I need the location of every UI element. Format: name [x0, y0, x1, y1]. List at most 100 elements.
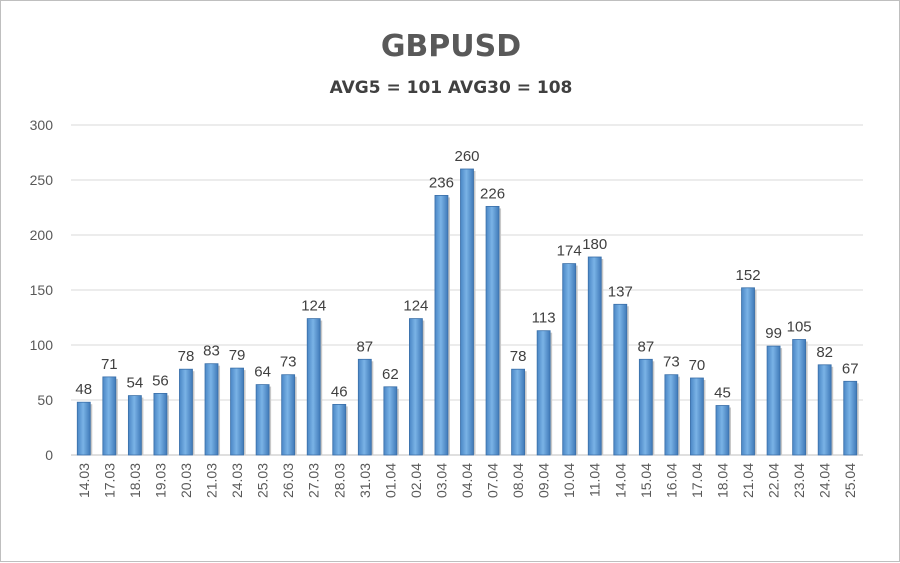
data-label: 79	[229, 347, 246, 364]
bar	[843, 380, 858, 456]
bar	[460, 168, 474, 456]
data-label: 180	[582, 236, 607, 253]
x-tick-label: 02.04	[408, 463, 424, 498]
x-tick-label: 04.04	[459, 463, 475, 498]
bar	[562, 263, 577, 456]
bar	[357, 358, 372, 456]
y-axis-ticks: 0 50 100 150 200 250 300	[30, 117, 54, 463]
data-label: 260	[454, 148, 479, 165]
x-tick-label: 23.04	[791, 463, 807, 498]
bar	[741, 287, 755, 456]
y-tick-label: 0	[45, 447, 53, 463]
x-tick-label: 21.04	[740, 463, 756, 498]
x-tick-label: 21.03	[204, 463, 220, 498]
x-tick-label: 18.04	[714, 463, 730, 498]
x-tick-label: 25.03	[255, 463, 271, 498]
bar	[613, 303, 628, 456]
x-tick-label: 10.04	[561, 463, 577, 498]
x-tick-label: 19.03	[152, 463, 168, 498]
x-tick-label: 22.04	[766, 463, 782, 498]
data-label: 70	[689, 357, 706, 374]
data-label: 48	[75, 381, 92, 398]
y-tick-label: 300	[30, 117, 54, 133]
data-label: 87	[356, 338, 373, 355]
data-label: 82	[816, 344, 833, 361]
x-tick-label: 20.03	[178, 463, 194, 498]
data-label: 73	[280, 354, 297, 371]
bar	[638, 358, 653, 456]
x-tick-label: 31.03	[357, 463, 373, 498]
x-tick-label: 17.04	[689, 463, 705, 498]
bar	[76, 401, 91, 456]
x-tick-label: 14.03	[76, 463, 92, 498]
chart-subtitle: AVG5 = 101 AVG30 = 108	[329, 78, 573, 98]
bar	[204, 363, 219, 456]
x-tick-label: 25.04	[842, 463, 858, 498]
bar	[383, 386, 398, 456]
y-tick-label: 50	[37, 392, 53, 408]
x-tick-label: 11.04	[587, 463, 603, 497]
y-tick-label: 200	[30, 227, 54, 243]
data-label: 45	[714, 385, 731, 402]
x-tick-label: 17.03	[101, 463, 117, 498]
data-label: 174	[557, 243, 582, 260]
bar	[690, 377, 704, 456]
x-tick-label: 27.03	[306, 463, 322, 498]
data-label: 236	[429, 174, 454, 191]
data-label: 124	[301, 298, 326, 315]
data-label: 83	[203, 343, 220, 360]
bar	[715, 405, 730, 456]
bar	[281, 374, 296, 456]
bar	[153, 392, 168, 456]
bar	[766, 345, 781, 456]
bar	[485, 205, 500, 456]
bar	[230, 367, 244, 456]
x-tick-label: 24.04	[817, 463, 833, 498]
data-label: 54	[127, 375, 144, 392]
x-tick-label: 26.03	[280, 463, 296, 498]
bar	[306, 318, 321, 456]
x-tick-label: 14.04	[612, 463, 628, 498]
x-tick-label: 15.04	[638, 463, 654, 498]
data-label: 87	[637, 338, 654, 355]
x-tick-label: 08.04	[510, 463, 526, 498]
bars	[76, 168, 859, 456]
data-label: 46	[331, 383, 348, 400]
x-tick-label: 16.04	[663, 463, 679, 498]
x-axis-ticks: 14.03 17.03 18.03 19.03 20.03 21.03 24.03 25.03…	[76, 463, 858, 498]
data-label: 99	[765, 325, 782, 342]
y-tick-label: 100	[30, 337, 54, 353]
x-tick-label: 07.04	[485, 463, 501, 498]
bar	[434, 194, 449, 456]
bar	[102, 376, 117, 456]
data-label: 124	[403, 298, 428, 315]
data-label: 62	[382, 366, 399, 383]
data-label: 71	[101, 356, 118, 373]
bar	[792, 339, 807, 456]
y-tick-label: 250	[30, 172, 54, 188]
chart-title: GBPUSD	[380, 29, 522, 64]
bar	[511, 368, 525, 456]
data-label: 67	[842, 360, 859, 377]
x-tick-label: 01.04	[382, 463, 398, 498]
data-label: 73	[663, 354, 680, 371]
x-tick-label: 18.03	[127, 463, 143, 498]
y-tick-label: 150	[30, 282, 54, 298]
bar	[664, 374, 679, 456]
x-tick-label: 24.03	[229, 463, 245, 498]
bar	[332, 403, 347, 456]
data-label: 137	[608, 283, 633, 300]
data-label: 64	[254, 364, 271, 381]
data-label: 56	[152, 372, 169, 389]
bar	[255, 384, 270, 456]
data-label: 152	[736, 267, 761, 284]
x-tick-label: 09.04	[536, 463, 552, 498]
bar	[127, 395, 142, 456]
bar	[817, 364, 832, 456]
data-label: 78	[178, 348, 195, 365]
bar	[409, 318, 423, 456]
data-label: 113	[532, 310, 556, 327]
